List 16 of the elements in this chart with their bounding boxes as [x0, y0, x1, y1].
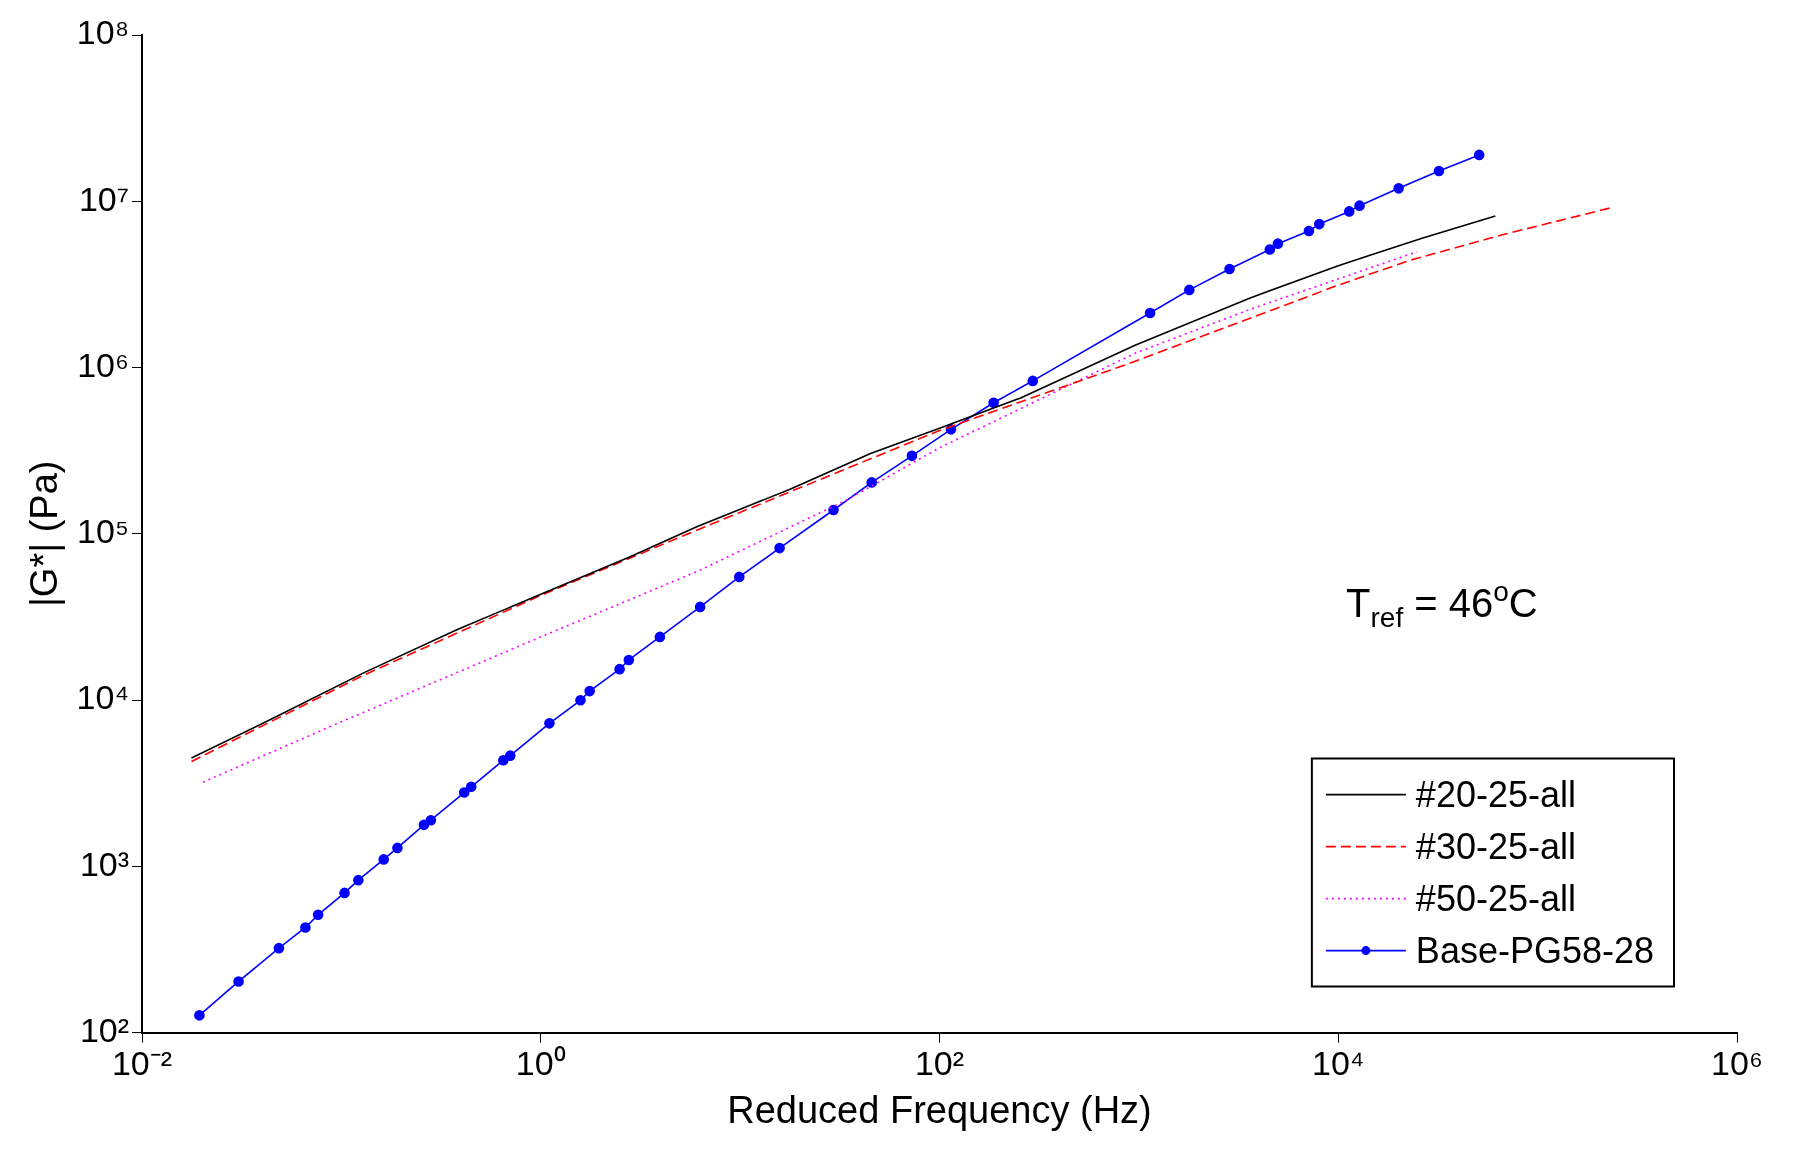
y-tick-label: 10⁷ — [78, 179, 130, 218]
x-axis-title: Reduced Frequency (Hz) — [727, 1088, 1152, 1131]
x-tick-label: 10⁰ — [515, 1044, 566, 1083]
x-tick-label: 10⁴ — [1312, 1044, 1365, 1083]
legend-label: #30-25-all — [1415, 825, 1576, 867]
y-tick-label: 10⁵ — [77, 512, 130, 551]
y-axis-title: |G*| (Pa) — [23, 460, 66, 608]
y-tick-label: 10⁴ — [76, 678, 130, 717]
x-tick-label: 10⁶ — [1711, 1044, 1763, 1083]
legend-label: Base-PG58-28 — [1415, 929, 1655, 971]
legend-label: #50-25-all — [1415, 877, 1576, 919]
y-tick-label: 10⁶ — [77, 345, 130, 384]
y-tick-label: 10⁸ — [76, 13, 130, 52]
legend-label: #20-25-all — [1415, 773, 1576, 815]
y-tick-label: 10³ — [79, 844, 130, 883]
x-tick-label: 10² — [914, 1044, 965, 1083]
